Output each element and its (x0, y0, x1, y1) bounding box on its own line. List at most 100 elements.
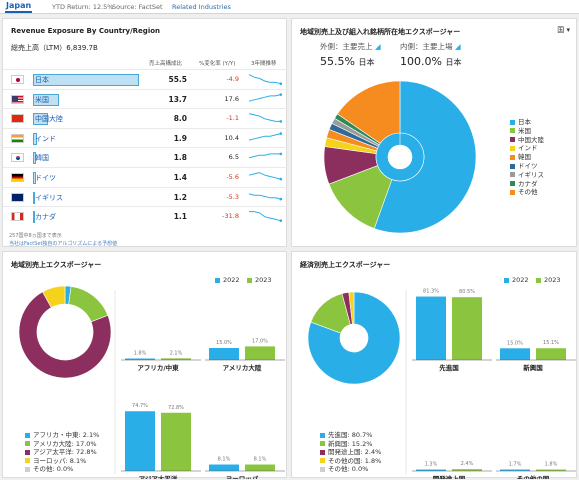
bar-2022[interactable] (125, 411, 155, 471)
tab-japan[interactable]: Japan (4, 1, 33, 13)
ring-icon: ◢ (374, 42, 381, 51)
bar-value-label: 1.7% (509, 462, 522, 468)
legend-label: アメリカ大陸: 17.0% (33, 439, 97, 448)
legend-item[interactable]: アメリカ大陸: 17.0% (25, 438, 97, 448)
country-row[interactable]: 中国大陸 8.0 -1.1 (3, 108, 288, 128)
bar-2023[interactable] (452, 297, 482, 360)
country-row[interactable]: 米国 13.7 17.6 (3, 88, 288, 109)
country-name[interactable]: 日本 (35, 76, 49, 84)
legend-label: 開発途上国: 2.4% (328, 448, 382, 457)
legend-item[interactable]: その他 (510, 186, 538, 196)
trend-sparkline (248, 152, 283, 159)
region-slice[interactable] (42, 285, 66, 308)
trend-sparkline (248, 193, 283, 200)
change-value: -31.8 (222, 212, 239, 221)
cn-flag-icon (11, 114, 24, 124)
country-name[interactable]: インド (35, 134, 56, 143)
legend-item[interactable]: ドイツ (510, 160, 538, 170)
bar-value-label: 8.1% (254, 457, 267, 463)
legend-label: アフリカ・中東: 2.1% (33, 431, 100, 439)
legend-item[interactable]: 米国 (510, 125, 531, 135)
legend-label: その他: 0.0% (33, 465, 74, 474)
country-name[interactable]: 韓国 (35, 154, 49, 163)
country-row[interactable]: イギリス 1.2 -5.3 (3, 186, 288, 207)
legend-item[interactable]: 新興国: 15.2% (320, 438, 372, 448)
bar-2023[interactable] (161, 358, 191, 360)
bar-2022[interactable] (416, 469, 446, 472)
country-row[interactable]: カナダ 1.1 -31.8 (3, 206, 288, 226)
legend-swatch (320, 441, 325, 447)
economic-slice[interactable] (307, 291, 401, 385)
legend-label: 中国大陸 (518, 135, 544, 144)
legend-label: その他 (518, 188, 538, 197)
bar-2022[interactable] (416, 296, 446, 360)
region-exposure-panel: 地域別売上エクスポージャー 2022 2023 1.8% 2.1% アフリカ/中東 1… (2, 251, 287, 479)
legend-swatch (215, 277, 220, 283)
dimension-select[interactable]: 国 ▾ (557, 25, 570, 35)
country-name[interactable]: 米国 (35, 95, 49, 104)
share-bar (33, 113, 49, 126)
region-slice[interactable] (18, 291, 112, 379)
legend-item[interactable]: その他: 0.0% (25, 463, 73, 473)
country-name[interactable]: カナダ (35, 213, 56, 222)
legend-swatch (510, 128, 515, 134)
bar-2023[interactable] (452, 469, 482, 471)
bar-2022[interactable] (209, 348, 239, 360)
legend-label: 韓国 (518, 153, 531, 162)
legend-item[interactable]: 中国大陸 (510, 134, 544, 144)
legend-label: 新興国: 15.2% (328, 439, 373, 448)
country-row[interactable]: ドイツ 1.4 -5.6 (3, 167, 288, 187)
economic-slice[interactable] (348, 291, 355, 325)
legend-item[interactable]: インド (510, 142, 538, 152)
bar-2022[interactable] (500, 348, 530, 360)
legend-item[interactable]: その他: 0.0% (320, 463, 368, 473)
bar-2022[interactable] (125, 358, 155, 361)
share-value: 1.4 (173, 173, 187, 182)
country-name[interactable]: 中国大陸 (35, 115, 63, 124)
country-row[interactable]: 日本 55.5 -4.9 (3, 69, 288, 89)
legend-item[interactable]: 日本 (510, 116, 531, 126)
kr-flag-icon (11, 153, 24, 163)
source-label: Source: FactSet (112, 3, 163, 11)
legend-item[interactable]: その他の国: 1.8% (320, 455, 381, 465)
legend-item[interactable]: 先進国: 80.7% (320, 429, 372, 439)
location-exposure-panel: 地域別売上及び組入れ銘柄所在地エクスポージャー 国 ▾ 外側：主要売上 ◢ 内側… (291, 18, 577, 247)
legend-swatch (25, 466, 30, 472)
share-bar (33, 74, 139, 86)
footnote-link[interactable]: 当社はFactSet独自のアルゴリズムによる予想値 (9, 241, 118, 247)
legend-item[interactable]: イギリス (510, 169, 544, 179)
legend-item[interactable]: カナダ (510, 178, 538, 188)
bar-2023[interactable] (536, 469, 566, 472)
header-trend: 3年間推移 (251, 61, 277, 67)
outer-ring-label: 外側：主要売上 ◢ (320, 41, 381, 52)
legend-item[interactable]: アジア太平洋: 72.8% (25, 446, 97, 456)
legend-2022: 2022 (215, 276, 240, 284)
related-industries-link[interactable]: Related Industries (172, 3, 231, 11)
bar-2023[interactable] (161, 412, 191, 471)
bar-2022[interactable] (209, 464, 239, 471)
bar-value-label: 72.8% (168, 405, 184, 411)
legend-item[interactable]: ヨーロッパ: 8.1% (25, 455, 86, 465)
jp-flag-icon (11, 75, 24, 84)
legend-item[interactable]: アフリカ・中東: 2.1% (25, 429, 99, 439)
country-name[interactable]: ドイツ (35, 174, 56, 182)
legend-swatch (504, 277, 509, 283)
country-row[interactable]: インド 1.9 10.4 (3, 127, 288, 148)
bar-2022[interactable] (500, 469, 530, 472)
share-bar (33, 191, 36, 204)
bar-2023[interactable] (245, 346, 275, 360)
legend-item[interactable]: 開発途上国: 2.4% (320, 446, 381, 456)
country-row[interactable]: 韓国 1.8 6.5 (3, 147, 288, 167)
legend-swatch (510, 145, 515, 151)
bar-2023[interactable] (536, 348, 566, 360)
share-bar (33, 211, 36, 224)
inner-ring-slice[interactable] (375, 132, 425, 182)
outer-value: 55.5% 日本 (320, 55, 374, 68)
bar-2023[interactable] (245, 464, 275, 471)
legend-swatch (320, 466, 325, 472)
region-slice[interactable] (68, 286, 109, 323)
bar-value-label: 2.4% (461, 461, 474, 467)
country-name[interactable]: イギリス (35, 193, 63, 202)
legend-item[interactable]: 韓国 (510, 151, 531, 161)
inner-ring-label: 内側：主要上場 ◢ (400, 41, 461, 52)
